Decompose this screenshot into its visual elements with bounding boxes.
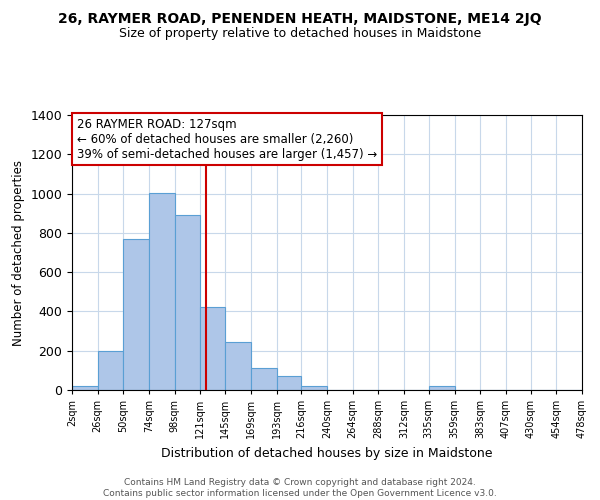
Text: 26, RAYMER ROAD, PENENDEN HEATH, MAIDSTONE, ME14 2JQ: 26, RAYMER ROAD, PENENDEN HEATH, MAIDSTO… [58, 12, 542, 26]
Bar [98, 350, 124, 390]
Text: Contains HM Land Registry data © Crown copyright and database right 2024.
Contai: Contains HM Land Registry data © Crown c… [103, 478, 497, 498]
X-axis label: Distribution of detached houses by size in Maidstone: Distribution of detached houses by size … [161, 446, 493, 460]
Bar [72, 386, 98, 390]
Bar [149, 192, 175, 390]
Bar [124, 239, 149, 390]
Bar [251, 368, 277, 390]
Bar [199, 306, 225, 390]
Y-axis label: Number of detached properties: Number of detached properties [12, 160, 25, 346]
Bar [175, 215, 199, 390]
Bar [277, 376, 301, 390]
Bar [429, 386, 455, 390]
Text: 26 RAYMER ROAD: 127sqm
← 60% of detached houses are smaller (2,260)
39% of semi-: 26 RAYMER ROAD: 127sqm ← 60% of detached… [77, 118, 377, 161]
Bar [225, 342, 251, 390]
Text: Size of property relative to detached houses in Maidstone: Size of property relative to detached ho… [119, 28, 481, 40]
Bar [301, 386, 327, 390]
